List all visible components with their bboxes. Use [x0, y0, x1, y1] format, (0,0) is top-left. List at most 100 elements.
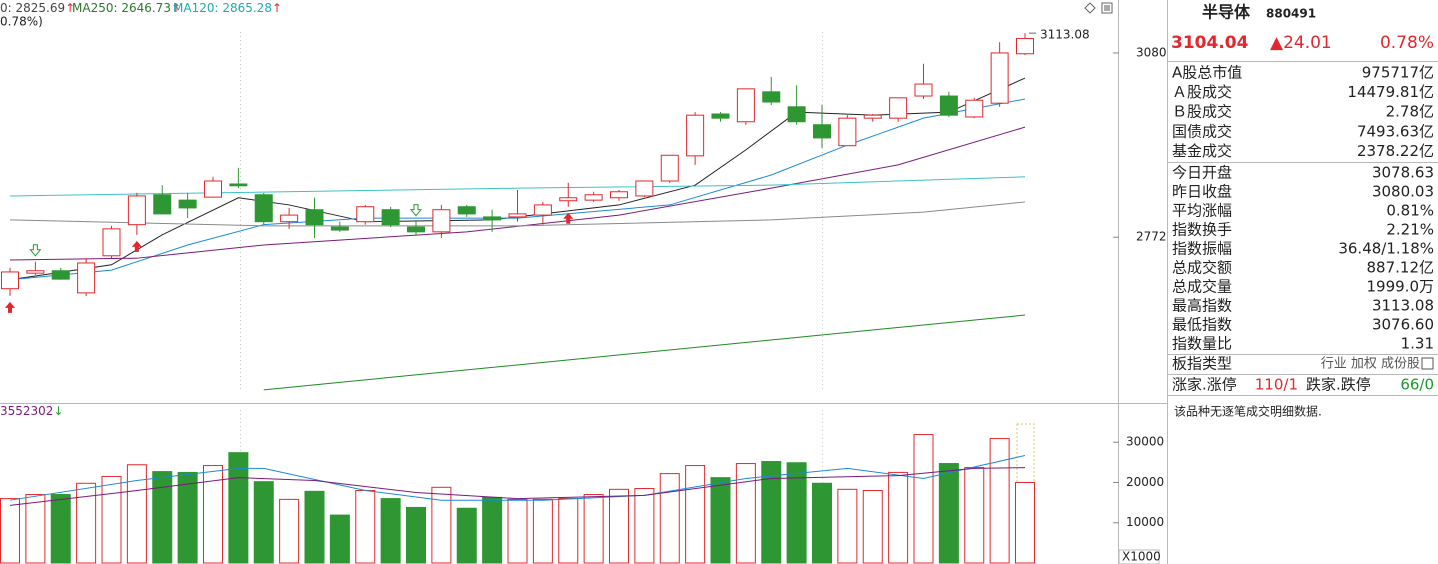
up-label: 涨家.涨停: [1172, 376, 1237, 394]
candle-body: [762, 91, 781, 103]
volume-bar: [812, 482, 832, 564]
row-value: 2.78亿: [1386, 103, 1434, 121]
volume-bar: [101, 475, 122, 564]
volume-bar: [609, 488, 629, 564]
candle-body: [204, 180, 222, 198]
volume-bar: [304, 490, 325, 564]
candle-body: [1016, 38, 1034, 55]
price-change: ▲24.01: [1270, 33, 1332, 53]
down-label: 跌家.跌停: [1306, 376, 1371, 394]
index-name: 半导体: [1202, 3, 1251, 22]
candle-body: [889, 97, 908, 119]
board-type[interactable]: 行业 加权 成份股: [1321, 356, 1420, 372]
volume-bar: [177, 471, 198, 564]
row-value: 2378.22亿: [1357, 142, 1434, 160]
legend-entry: MA120: 2865.28↑: [173, 1, 282, 15]
buy-signal: [563, 212, 574, 224]
last-price: 3104.04: [1171, 33, 1249, 53]
candle-body: [356, 206, 375, 223]
moving-average: [263, 314, 1026, 391]
volume-bar: [203, 465, 223, 564]
row-value: 1.31: [1401, 335, 1434, 353]
quote-panel: 半导体 880491 3104.04 ▲24.01 0.78% 板指类型 行业 …: [1168, 3, 1438, 419]
diamond-button[interactable]: [1084, 2, 1096, 14]
legend-text: MA120: 2865.28: [173, 1, 272, 15]
volume-bar: [25, 494, 46, 564]
moving-average: [9, 467, 1026, 506]
volume-bar: [938, 463, 959, 564]
down-value: 66/0: [1400, 376, 1434, 394]
candle-body: [635, 180, 654, 197]
row-label: Ｂ股成交: [1172, 103, 1232, 121]
candle-body: [813, 124, 831, 139]
row-label: Ａ股成交: [1172, 83, 1232, 101]
row-value: 975717亿: [1362, 64, 1434, 82]
candle-body: [330, 226, 349, 231]
volume-bar: [634, 488, 655, 564]
volume-bar: [507, 498, 528, 564]
sell-signal: [29, 244, 42, 257]
row-value: 0.81%: [1386, 202, 1434, 220]
candle-body: [686, 114, 705, 157]
candle-body: [736, 88, 755, 123]
subheader: 0.78%): [0, 15, 43, 29]
row-label: 今日开盘: [1172, 164, 1232, 182]
candle-body: [77, 262, 96, 294]
candle-body: [787, 106, 806, 123]
up-value: 110/1: [1255, 376, 1298, 394]
candle-body: [153, 194, 172, 215]
candle-body: [51, 270, 70, 280]
volume-bar: [862, 490, 883, 564]
row-label: 最低指数: [1172, 316, 1232, 334]
row-label: 国债成交: [1172, 122, 1232, 140]
window-button-icon: [1104, 5, 1110, 11]
row-value: 2.21%: [1386, 221, 1434, 239]
volume-unit: X1000: [1122, 550, 1161, 564]
price-change-pct: 0.78%: [1380, 33, 1434, 53]
y-tick-label: 10000: [1126, 515, 1164, 529]
legend-arrow: ↑: [272, 1, 282, 15]
legend-entry: 0: 2825.69↑: [0, 1, 75, 15]
row-value: 36.48/1.18%: [1338, 240, 1434, 258]
candle-body: [711, 113, 730, 119]
legend-text: 0: 2825.69: [0, 1, 65, 15]
volume-bar: [710, 477, 731, 564]
window-button[interactable]: [1101, 2, 1113, 14]
candle-body: [939, 95, 958, 116]
volume-bar: [761, 461, 782, 564]
unit-box: [1118, 549, 1160, 564]
row-label: 基金成交: [1172, 142, 1232, 160]
row-label: 指数量比: [1172, 335, 1232, 353]
volume-bar: [456, 507, 477, 564]
row-label: 指数振幅: [1172, 240, 1232, 258]
row-value: 3078.63: [1372, 164, 1434, 182]
volume-bar: [76, 482, 97, 564]
volume-bar: [913, 434, 934, 564]
volume-value: 3552302: [0, 404, 53, 418]
volume-bar: [152, 471, 173, 564]
volume-bar: [1015, 481, 1035, 564]
row-label: 最高指数: [1172, 297, 1232, 315]
board-icon[interactable]: [1421, 357, 1434, 370]
buy-signal: [5, 301, 15, 313]
candle-body: [863, 114, 882, 119]
moving-average: [9, 201, 1026, 227]
candle-body: [407, 226, 425, 233]
y-tick-label: 2772: [1136, 230, 1167, 244]
index-code: 880491: [1266, 7, 1316, 21]
moving-average: [9, 77, 1026, 281]
volume-bar: [253, 481, 274, 564]
candle-body: [584, 194, 603, 201]
candle-body: [254, 194, 273, 223]
trade-note: 该品种无逐笔成交明细数据.: [1174, 404, 1322, 419]
candle-body: [102, 228, 121, 257]
row-label: 总成交量: [1172, 278, 1232, 296]
candle-body: [457, 206, 476, 215]
legend-arrow: ↑: [171, 1, 181, 15]
volume-bar: [0, 498, 20, 564]
candle-body: [432, 209, 451, 233]
candle-body: [26, 270, 45, 274]
row-label: 总成交额: [1172, 259, 1232, 277]
